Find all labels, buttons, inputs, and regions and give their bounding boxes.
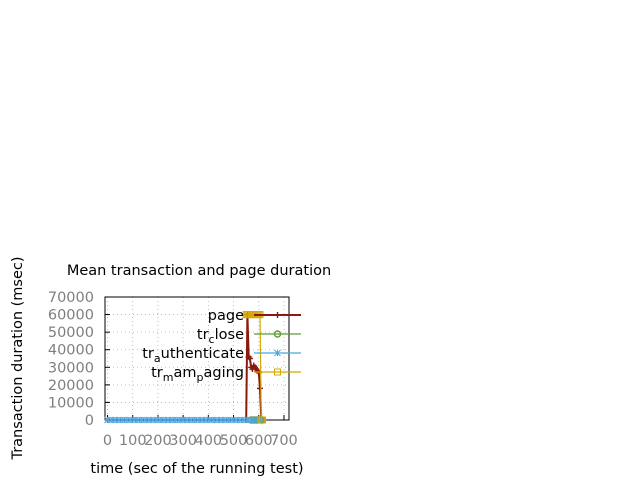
series-layer [104,311,267,424]
legend-swatch-marker [274,312,281,318]
data-point [232,416,240,424]
series-tr-authenticate [104,416,266,424]
legend-swatch-marker [274,368,281,376]
y-tick-label: 0 [85,413,94,429]
data-point [240,416,247,424]
data-point [157,416,164,424]
data-point [134,416,142,424]
legend-label: trmampaging [151,365,244,384]
data-point [176,416,183,424]
x-tick-label: 700 [270,433,298,449]
legend-swatch-marker [274,349,281,357]
y-tick-label: 20000 [48,378,94,394]
data-point [168,416,176,424]
x-tick-label: 300 [169,433,197,449]
data-point [191,416,198,424]
x-tick-label: 0 [103,433,112,449]
data-point [107,416,115,424]
data-point [179,416,187,424]
data-point [183,416,191,424]
legend-entry-tr-mam-paging: trmampaging [151,365,301,384]
y-tick-label: 70000 [48,290,94,306]
y-tick-label: 60000 [48,308,94,324]
data-point [236,416,244,424]
legend-swatch-marker [273,330,282,338]
data-point [130,416,138,424]
data-point [225,416,232,424]
data-point [123,416,130,424]
data-point [187,416,195,424]
y-tick-label: 50000 [48,325,94,341]
legend-entry-page: page [208,308,301,324]
y-tick-label: 40000 [48,343,94,359]
data-point [228,416,236,424]
data-point [104,416,111,424]
y-axis-label: Transaction duration (msec) [10,256,26,460]
data-point [259,416,267,424]
data-point [217,416,225,424]
data-point [246,355,253,362]
data-point [138,416,145,424]
data-point [164,416,172,424]
y-tick-label: 10000 [48,395,94,411]
legend-entry-tr-close: trclose [197,327,301,346]
data-point [119,416,126,424]
legend-entry-tr-authenticate: trauthenticate [142,346,301,365]
data-point [126,416,134,424]
data-point [149,416,157,424]
x-tick-label: 600 [245,433,273,449]
data-point [141,416,149,424]
data-point [194,416,202,424]
data-point [221,416,229,424]
data-point [247,416,255,424]
y-tick-label: 30000 [48,360,94,376]
chart-title: Mean transaction and page duration [67,263,331,279]
data-point [213,416,221,424]
x-tick-label: 400 [194,433,222,449]
data-point [111,416,119,424]
data-point [145,416,153,424]
data-point [210,416,217,424]
data-point [206,416,213,424]
data-point [160,416,168,424]
data-point [198,416,206,424]
x-axis-label: time (sec of the running test) [90,461,303,477]
legend-label: trclose [197,327,244,346]
x-tick-label: 500 [220,433,248,449]
data-point [244,416,251,424]
data-point [153,416,161,424]
data-point [115,416,123,424]
x-tick-label: 200 [144,433,172,449]
x-tick-label: 100 [119,433,147,449]
data-point [172,416,179,424]
data-point [257,385,264,392]
legend-label: trauthenticate [142,346,244,365]
legend-label: page [208,308,244,324]
data-point [202,416,210,424]
data-point [251,416,259,424]
